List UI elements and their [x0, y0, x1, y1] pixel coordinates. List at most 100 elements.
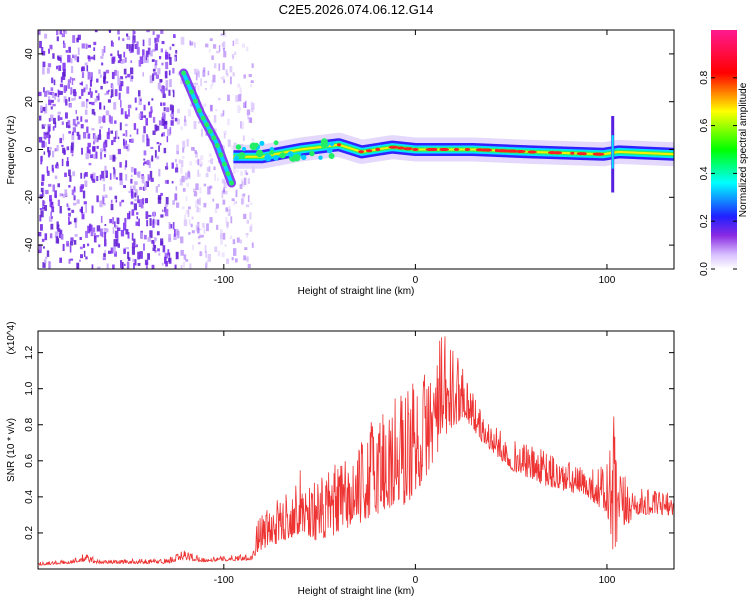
spectrogram-noise-cell	[130, 185, 132, 191]
spectrogram-noise-cell	[39, 194, 43, 199]
spectrogram-noise-cell	[113, 136, 116, 143]
spectrogram-noise-cell	[45, 256, 48, 259]
spectrogram-noise-cell	[123, 248, 126, 254]
spectrogram-noise-cell	[133, 238, 136, 244]
spectrogram-noise-cell	[130, 60, 133, 63]
spectrogram-noise-cell	[145, 56, 149, 63]
spectrogram-noise-cell	[65, 50, 69, 53]
spectrogram-noise-cell	[211, 79, 214, 87]
spectrogram-noise-cell	[130, 178, 133, 184]
spectrogram-noise-cell	[209, 217, 213, 223]
spectrogram-noise-cell	[177, 108, 180, 114]
spectrogram-noise-cell	[92, 227, 96, 233]
spectrogram-noise-cell	[87, 55, 91, 60]
spectrogram-noise-cell	[43, 201, 46, 204]
carrier-hot-spot	[365, 149, 373, 153]
spectrogram-noise-cell	[154, 124, 158, 130]
snr-series-line	[38, 336, 674, 567]
spectrogram-noise-cell	[71, 189, 75, 196]
snr-frame	[37, 330, 675, 570]
spectrogram-noise-cell	[153, 72, 157, 76]
spectrogram-noise-cell	[105, 170, 108, 178]
spectrogram-noise-cell	[143, 104, 146, 111]
spectrogram-noise-cell	[241, 198, 244, 206]
spectrogram-noise-cell	[182, 261, 186, 268]
spectrogram-noise-cell	[137, 195, 139, 204]
spectrogram-noise-cell	[189, 263, 192, 269]
spectrogram-noise-cell	[223, 79, 225, 84]
spectrogram-noise-cell	[144, 161, 147, 165]
spectrogram-noise-cell	[44, 233, 48, 241]
spectrogram-noise-cell	[85, 230, 88, 238]
spectrogram-noise-cell	[159, 79, 163, 83]
spectrogram-noise-cell	[241, 185, 245, 187]
spectrogram-noise-cell	[103, 105, 106, 110]
spectrogram-noise-cell	[67, 208, 71, 211]
spectrogram-noise-cell	[117, 60, 121, 64]
spectrogram-noise-cell	[226, 221, 229, 228]
spectrogram-noise-cell	[63, 96, 67, 103]
spectrogram-noise-cell	[79, 259, 81, 262]
spectrogram-noise-cell	[88, 163, 92, 166]
carrier-blob	[235, 144, 242, 150]
spectrogram-noise-cell	[176, 144, 179, 153]
spectrogram-noise-cell	[125, 229, 129, 235]
spectrogram-noise-cell	[180, 249, 184, 256]
spectrogram-noise-cell	[134, 44, 138, 49]
spectrogram-noise-cell	[222, 110, 225, 116]
spectrogram-noise-cell	[175, 186, 178, 191]
spectrogram-noise-cell	[76, 37, 79, 43]
spectrogram-noise-cell	[246, 219, 249, 224]
spectrogram-noise-cell	[214, 173, 216, 181]
spectrogram-noise-cell	[216, 50, 220, 54]
spectrogram-noise-cell	[154, 37, 157, 43]
spectrogram-noise-cell	[76, 131, 80, 136]
spectrogram-noise-cell	[41, 47, 44, 55]
spectrogram-noise-cell	[57, 56, 62, 61]
spectrogram-noise-cell	[51, 206, 55, 213]
spectrogram-noise-cell	[139, 99, 142, 102]
spectrogram-noise-cell	[176, 163, 178, 170]
spectrogram-noise-cell	[188, 219, 191, 226]
spectrogram-noise-cell	[160, 48, 163, 53]
spectrogram-noise-cell	[96, 95, 100, 101]
chirp-peak	[189, 89, 194, 95]
spectrogram-noise-cell	[124, 263, 126, 266]
spectrogram-noise-cell	[118, 54, 121, 59]
spectrogram-noise-cell	[160, 214, 164, 218]
spectrogram-noise-cell	[181, 175, 185, 183]
spectrogram-noise-cell	[138, 113, 142, 119]
spectrogram-xtick-label: -100	[214, 275, 234, 286]
spectrogram-noise-cell	[89, 87, 92, 93]
spectrogram-noise-cell	[49, 92, 53, 95]
spectrogram-noise-cell	[104, 139, 108, 148]
spectrogram-noise-cell	[132, 39, 135, 47]
spectrogram-noise-cell	[57, 115, 60, 121]
spectrogram-noise-cell	[42, 106, 46, 112]
spectrogram-noise-cell	[163, 121, 168, 129]
spectrogram-noise-cell	[222, 145, 225, 153]
snr-panel: -100 0 100 0.2 0.4 0.6 0.8 1.0 1.2 Height of str…	[6, 321, 675, 597]
spectrogram-noise-cell	[127, 257, 131, 261]
chirp-peak	[181, 70, 187, 76]
spectrogram-noise-cell	[147, 237, 151, 242]
carrier-hot-spot	[403, 147, 413, 151]
spectrogram-noise-cell	[169, 113, 174, 118]
spectrogram-noise-cell	[86, 65, 89, 72]
spectrogram-noise-cell	[250, 224, 253, 228]
spectrogram-noise-cell	[90, 56, 94, 60]
spectrogram-noise-cell	[81, 88, 83, 96]
spectrogram-noise-cell	[81, 214, 85, 220]
spectrogram-noise-cell	[206, 167, 211, 172]
spectrogram-noise-cell	[49, 261, 52, 268]
spectrogram-noise-cell	[48, 150, 51, 156]
spectrogram-noise-cell	[74, 234, 78, 237]
spectrogram-noise-cell	[96, 225, 101, 232]
spectrogram-noise-cell	[103, 46, 106, 53]
spectrogram-noise-cell	[93, 134, 97, 142]
spectrogram-noise-cell	[218, 97, 221, 101]
spectrogram-noise-cell	[114, 120, 117, 124]
spectrogram-noise-cell	[52, 184, 55, 192]
spectrogram-noise-cell	[250, 84, 252, 88]
spectrogram-noise-cell	[65, 112, 68, 119]
